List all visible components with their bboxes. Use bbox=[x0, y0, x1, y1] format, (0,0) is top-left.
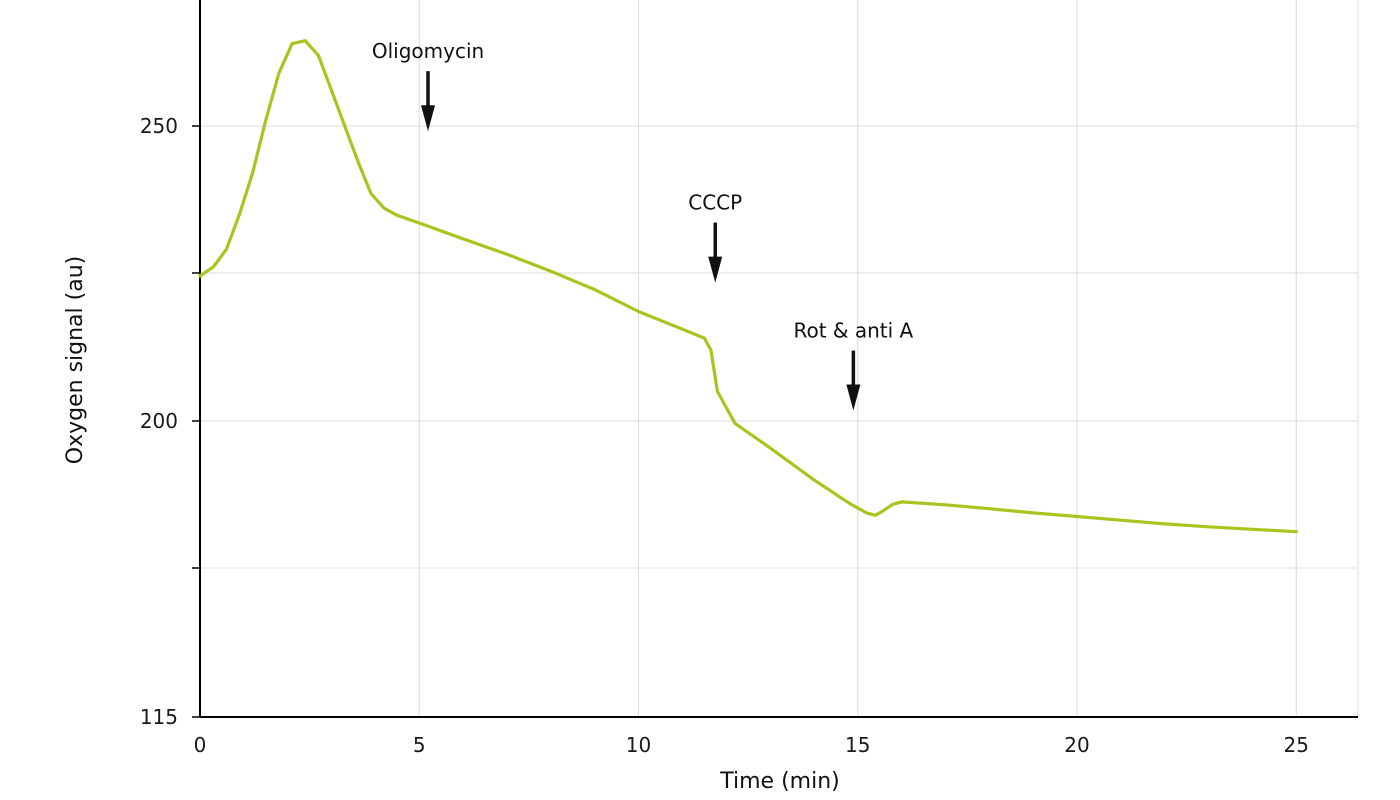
x-tick-label: 15 bbox=[845, 733, 870, 757]
y-axis-title: Oxygen signal (au) bbox=[63, 256, 88, 464]
annotation-rot-anti-a: Rot & anti A bbox=[793, 319, 914, 411]
annotation-label: Oligomycin bbox=[372, 39, 484, 63]
down-arrow-icon bbox=[708, 256, 723, 283]
oxygen-signal-line bbox=[198, 39, 1298, 534]
axes bbox=[199, 0, 1358, 718]
annotation-label: Rot & anti A bbox=[793, 319, 913, 343]
y-tick-label: 115 bbox=[140, 705, 178, 729]
x-tick-label: 0 bbox=[194, 733, 207, 757]
x-tick-label: 5 bbox=[413, 733, 426, 757]
annotation-cccp: CCCP bbox=[688, 191, 742, 283]
down-arrow-icon bbox=[421, 105, 436, 132]
x-tick-label: 20 bbox=[1064, 733, 1089, 757]
series-layer bbox=[198, 39, 1298, 534]
x-tick-label: 10 bbox=[626, 733, 651, 757]
y-tick-label: 250 bbox=[140, 114, 178, 138]
y-tick-label: 200 bbox=[140, 409, 178, 433]
tick-labels: 115 200 250 0 5 10 15 20 25 bbox=[140, 114, 1309, 757]
gridlines bbox=[200, 0, 1359, 717]
down-arrow-icon bbox=[846, 384, 861, 411]
annotation-label: CCCP bbox=[688, 191, 742, 215]
x-tick-label: 25 bbox=[1284, 733, 1309, 757]
x-axis-title: Time (min) bbox=[719, 769, 840, 794]
annotation-oligomycin: Oligomycin bbox=[372, 39, 484, 132]
annotations: Oligomycin CCCP Rot & anti A bbox=[372, 39, 914, 411]
